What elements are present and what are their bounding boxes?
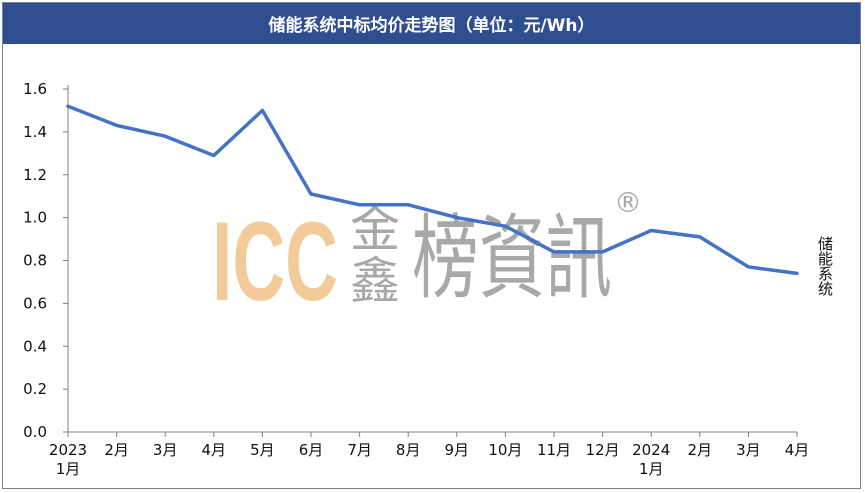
y-tick-label: 1.6 <box>23 80 47 98</box>
y-tick-label: 1.4 <box>23 123 47 141</box>
y-tick-label: 0.6 <box>23 294 47 312</box>
watermark-small-top: 金 <box>350 200 400 258</box>
series-label: 储能系统 <box>816 236 834 296</box>
watermark-latin: ICC <box>212 199 338 324</box>
x-tick-label: 4月 <box>202 441 227 459</box>
watermark-big: 榜資訊 <box>412 205 612 312</box>
y-tick-label: 0.2 <box>23 380 47 398</box>
x-tick-label: 5月 <box>250 441 275 459</box>
y-tick-label: 0.4 <box>23 337 47 355</box>
x-tick-label: 6月 <box>299 441 324 459</box>
x-tick-label: 1月 <box>56 460 81 478</box>
x-tick-label: 11月 <box>537 441 571 459</box>
series-line <box>66 104 799 276</box>
x-tick-label: 3月 <box>736 441 761 459</box>
chart-title: 储能系统中标均价走势图（单位：元/Wh） <box>3 3 860 44</box>
y-tick-label: 0.0 <box>23 423 47 441</box>
x-tick-label: 12月 <box>586 441 620 459</box>
watermark-registered: ® <box>614 186 642 219</box>
series-layer <box>66 104 799 276</box>
y-tick-label: 0.8 <box>23 252 47 270</box>
y-tick-label: 1.2 <box>23 166 47 184</box>
x-tick-label: 4月 <box>785 441 810 459</box>
x-tick-label: 2023 <box>49 441 87 459</box>
x-tick-label: 1月 <box>639 460 664 478</box>
watermark-small-bottom: 鑫 <box>350 252 400 310</box>
y-tick-label: 1.0 <box>23 209 47 227</box>
x-tick-label: 2024 <box>632 441 670 459</box>
x-tick-label: 8月 <box>396 441 421 459</box>
x-tick-label: 10月 <box>488 441 522 459</box>
x-tick-label: 2月 <box>104 441 129 459</box>
watermark: ICC 金 鑫 榜資訊 ® <box>212 186 642 324</box>
x-tick-label: 3月 <box>153 441 178 459</box>
x-tick-label: 7月 <box>347 441 372 459</box>
x-tick-label: 9月 <box>445 441 470 459</box>
x-tick-label: 2月 <box>688 441 713 459</box>
